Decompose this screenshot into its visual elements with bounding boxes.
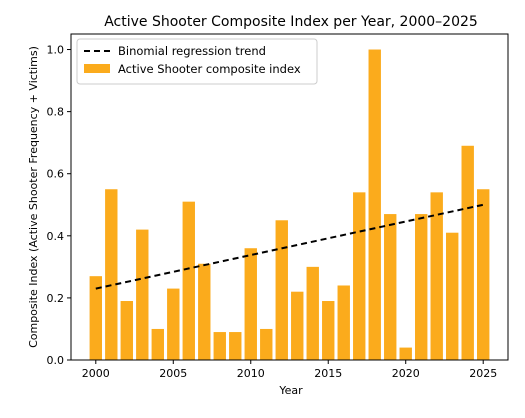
x-tick-label-2025: 2025: [469, 367, 497, 380]
trend-line: [95, 203, 484, 290]
y-tick-label-0.8: 0.8: [47, 106, 65, 119]
x-tick-label-2000: 2000: [82, 367, 110, 380]
bar-2014: [306, 266, 319, 360]
bar-2016: [337, 285, 350, 360]
bar-2004: [151, 328, 164, 360]
bar-2018: [368, 49, 381, 361]
bar-2025: [477, 189, 490, 360]
x-tick-label-2015: 2015: [314, 367, 342, 380]
y-tick-label-0: 0.0: [47, 354, 65, 367]
bar-2021: [415, 214, 428, 360]
bar-2024: [461, 145, 474, 360]
y-axis-ticks: 0.0 0.2 0.4 0.6 0.8 1.0: [47, 44, 71, 367]
y-tick-label-1: 1.0: [47, 44, 65, 57]
bar-2008: [213, 332, 226, 360]
bar-2009: [229, 332, 242, 360]
bar-2003: [136, 229, 149, 360]
x-tick-label-2020: 2020: [392, 367, 420, 380]
bars-group: [89, 49, 490, 361]
bar-2015: [322, 301, 335, 360]
x-axis-label: Year: [278, 384, 303, 397]
y-tick-label-0.2: 0.2: [47, 292, 65, 305]
bar-2019: [384, 214, 397, 360]
y-tick-label-0.6: 0.6: [47, 168, 65, 181]
bar-2013: [291, 291, 304, 360]
bar-2006: [182, 201, 195, 360]
bar-2002: [120, 301, 133, 360]
bar-2010: [244, 248, 257, 360]
bar-2007: [198, 263, 211, 360]
bar-2001: [105, 189, 118, 360]
legend-frame: [76, 38, 318, 85]
x-axis-ticks: 2000 2005 2010 2015 2020 2025: [82, 360, 497, 380]
legend-bar-label: Active Shooter composite index: [118, 62, 301, 76]
legend: Binomial regression trend Active Shooter…: [76, 38, 318, 85]
legend-trend-label: Binomial regression trend: [118, 44, 266, 58]
bar-2011: [260, 328, 273, 360]
bar-2017: [353, 192, 366, 360]
x-tick-label-2005: 2005: [159, 367, 187, 380]
x-tick-label-2010: 2010: [237, 367, 265, 380]
bar-2023: [446, 232, 459, 360]
bar-2022: [430, 192, 443, 360]
y-tick-label-0.4: 0.4: [47, 230, 65, 243]
plot-frame: [70, 33, 509, 361]
legend-bar-swatch: [84, 64, 110, 73]
bar-2000: [89, 276, 102, 360]
chart-title: Active Shooter Composite Index per Year,…: [104, 14, 478, 30]
bar-2020: [399, 347, 412, 360]
bar-2005: [167, 288, 180, 360]
y-axis-label: Composite Index (Active Shooter Frequenc…: [27, 46, 40, 348]
bar-2012: [275, 220, 288, 360]
